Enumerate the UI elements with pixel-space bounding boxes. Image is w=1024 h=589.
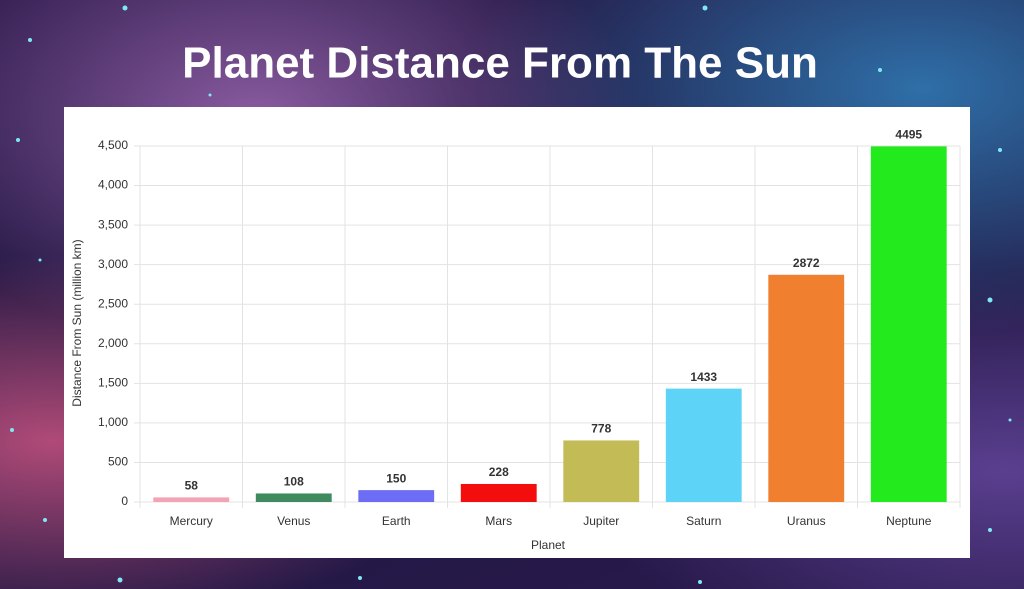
chart-title: Planet Distance From The Sun: [182, 39, 818, 88]
bar: [460, 483, 537, 502]
x-tick-label: Venus: [277, 514, 310, 528]
stars: [10, 5, 1012, 584]
star: [117, 577, 123, 583]
x-tick-label: Jupiter: [583, 514, 619, 528]
x-tick-label: Earth: [382, 514, 411, 528]
x-axis-label: Planet: [531, 538, 566, 552]
y-tick-label: 1,500: [98, 376, 128, 390]
x-tick-label: Mars: [485, 514, 512, 528]
y-tick-label: 2,000: [98, 336, 128, 350]
value-label: 2872: [793, 256, 820, 270]
y-tick-label: 500: [108, 455, 128, 469]
bar: [870, 146, 947, 502]
star: [998, 148, 1002, 152]
star: [43, 518, 47, 522]
x-tick-label: Saturn: [686, 514, 721, 528]
bar: [153, 497, 230, 502]
value-label: 108: [284, 475, 304, 489]
star: [122, 5, 128, 11]
star: [987, 297, 993, 303]
value-label: 778: [591, 422, 611, 436]
y-tick-label: 2,500: [98, 296, 128, 310]
value-label: 4495: [895, 128, 922, 142]
bar: [255, 493, 332, 502]
y-tick-label: 0: [121, 494, 128, 508]
bar: [358, 490, 435, 502]
star: [10, 428, 14, 432]
star: [988, 528, 992, 532]
star: [878, 68, 882, 72]
star: [38, 258, 42, 262]
star: [208, 93, 212, 97]
y-tick-label: 4,000: [98, 178, 128, 192]
bar: [563, 440, 640, 502]
star: [358, 576, 362, 580]
value-label: 228: [489, 465, 509, 479]
value-label: 150: [386, 471, 406, 485]
y-tick-label: 3,000: [98, 257, 128, 271]
y-tick-label: 3,500: [98, 217, 128, 231]
star: [698, 580, 702, 584]
star: [1008, 418, 1012, 422]
bar: [768, 274, 845, 502]
y-axis-label: Distance From Sun (million km): [70, 239, 84, 406]
bar: [665, 388, 742, 502]
x-tick-label: Uranus: [787, 514, 826, 528]
star: [16, 138, 20, 142]
y-tick-label: 4,500: [98, 138, 128, 152]
star: [702, 5, 708, 11]
x-tick-label: Neptune: [886, 514, 932, 528]
y-tick-label: 1,000: [98, 415, 128, 429]
x-tick-label: Mercury: [170, 514, 213, 528]
value-label: 58: [185, 479, 199, 493]
star: [28, 38, 32, 42]
value-label: 1433: [690, 370, 717, 384]
